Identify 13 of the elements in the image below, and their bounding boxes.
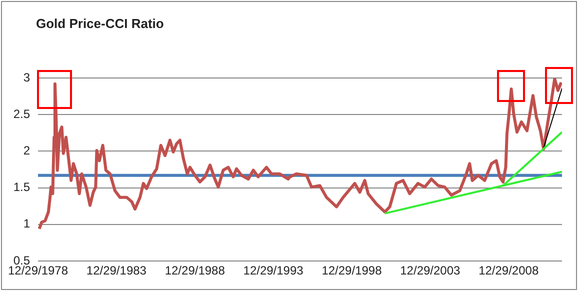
chart-title: Gold Price-CCI Ratio [36,16,164,31]
x-tick-label: 12/29/2008 [478,264,539,278]
x-tick-label: 12/29/1978 [8,264,68,278]
y-tick-label: 1 [23,216,30,231]
x-tick-label: 12/29/1993 [243,264,304,278]
x-tick-label: 12/29/1998 [322,264,382,278]
y-tick-label: 2.5 [13,106,30,121]
y-tick-label: 2 [23,144,30,158]
y-tick-label: 3 [23,70,30,84]
x-tick-label: 12/29/1988 [164,264,226,278]
x-tick-label: 12/29/1983 [86,264,147,278]
x-tick-label: 12/29/2003 [400,264,461,278]
y-tick-label: 1.5 [13,180,30,194]
